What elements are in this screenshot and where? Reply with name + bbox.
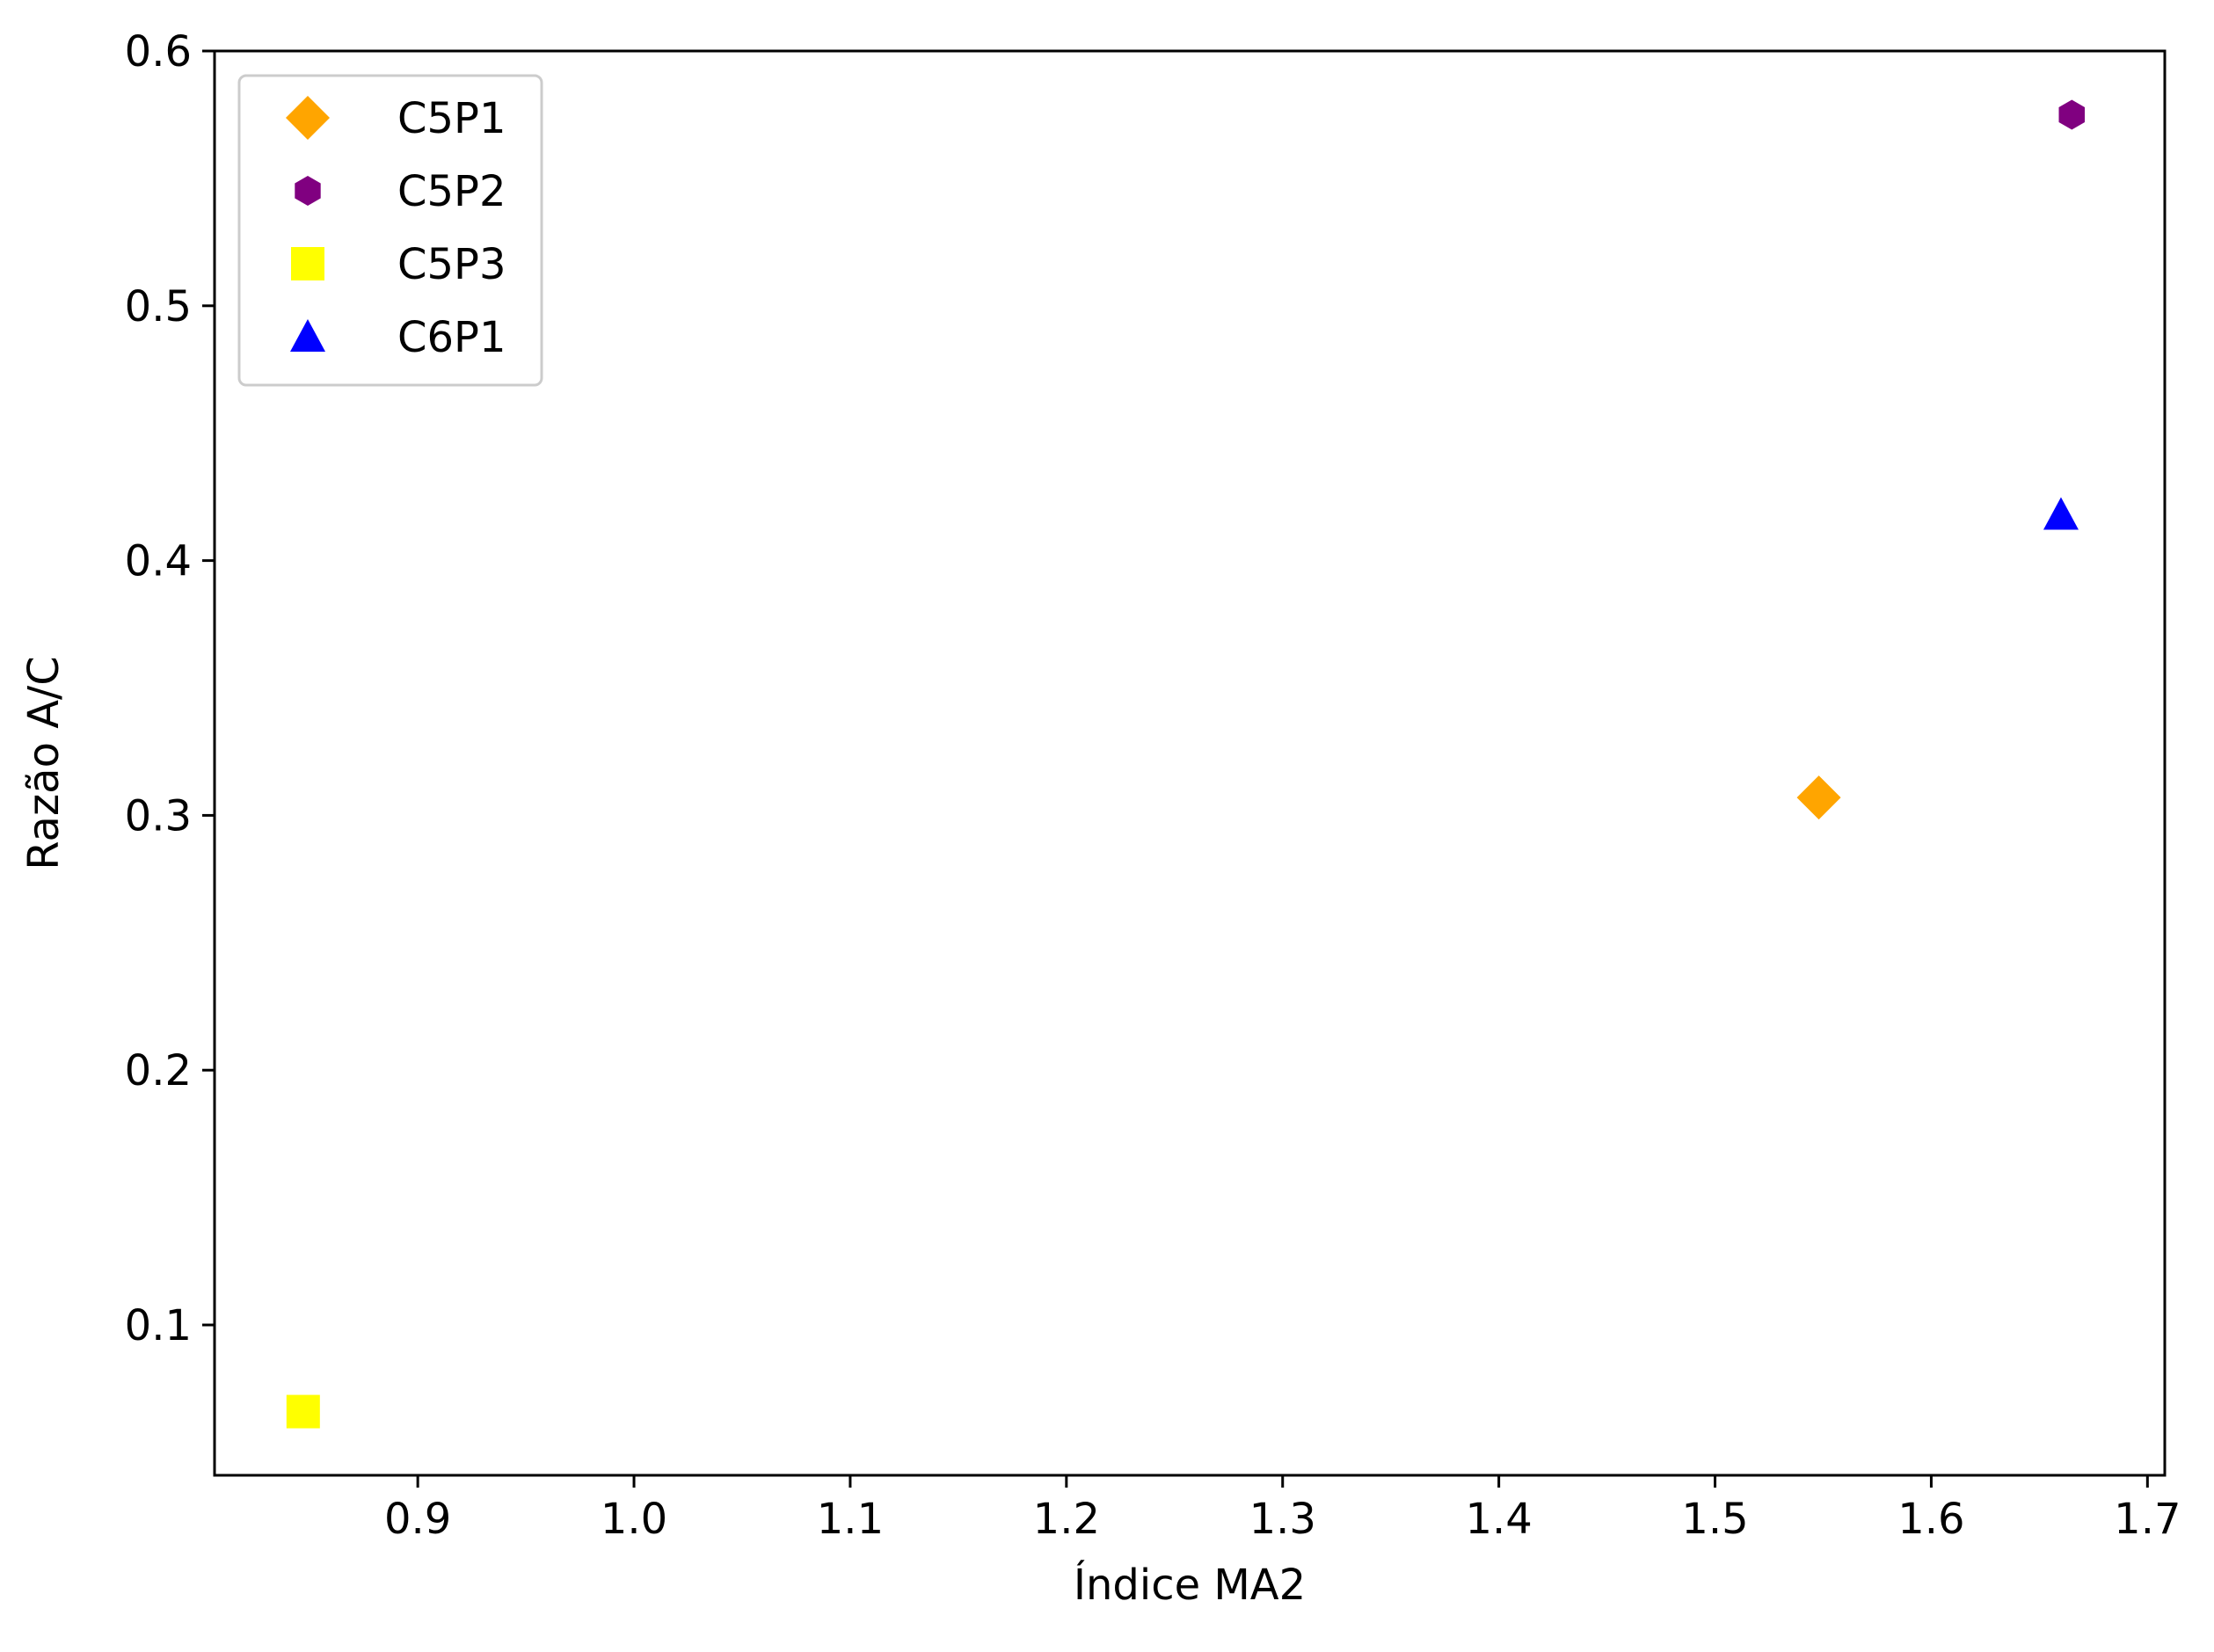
legend-marker-c5p1 xyxy=(286,96,330,140)
x-tick-label: 1.0 xyxy=(601,1495,667,1544)
x-tick-label: 1.5 xyxy=(1681,1495,1748,1544)
data-point-c5p1 xyxy=(1796,775,1841,820)
y-tick-label: 0.4 xyxy=(125,537,192,586)
y-tick-label: 0.2 xyxy=(125,1046,192,1095)
y-axis-label: Razão A/C xyxy=(19,656,69,870)
x-tick-label: 1.7 xyxy=(2114,1495,2181,1544)
legend-label: C6P1 xyxy=(397,313,506,362)
legend-entries: C5P1 C5P2 C5P3 C6P1 xyxy=(286,94,506,362)
legend-label: C5P1 xyxy=(397,94,506,143)
data-point-c6p1 xyxy=(2043,497,2079,530)
y-tick-label: 0.6 xyxy=(125,27,192,76)
legend-marker-c5p3 xyxy=(291,247,324,280)
plot-frame xyxy=(213,49,2167,1477)
data-point-c5p3 xyxy=(286,1394,320,1429)
legend-marker-c6p1 xyxy=(290,319,325,352)
legend: C5P1 C5P2 C5P3 C6P1 xyxy=(237,74,543,387)
x-tick-label: 1.3 xyxy=(1249,1495,1316,1544)
legend-label: C5P3 xyxy=(397,240,506,289)
legend-box xyxy=(237,74,543,387)
x-axis-ticks: 0.9 1.0 1.1 1.2 1.3 1.4 1.5 1.6 1.7 xyxy=(384,1475,2181,1544)
y-tick-label: 0.1 xyxy=(125,1301,192,1350)
x-tick-label: 1.2 xyxy=(1033,1495,1100,1544)
x-tick-label: 1.1 xyxy=(817,1495,884,1544)
legend-label: C5P2 xyxy=(397,167,506,216)
data-point-c5p2 xyxy=(2058,99,2085,130)
y-tick-label: 0.5 xyxy=(125,282,192,331)
data-points xyxy=(286,99,2085,1429)
x-tick-label: 1.6 xyxy=(1897,1495,1964,1544)
x-tick-label: 1.4 xyxy=(1465,1495,1532,1544)
y-axis-ticks: 0.1 0.2 0.3 0.4 0.5 0.6 xyxy=(125,27,215,1350)
y-tick-label: 0.3 xyxy=(125,791,192,841)
legend-marker-c5p2 xyxy=(295,176,321,206)
x-tick-label: 0.9 xyxy=(384,1495,451,1544)
x-axis-label: Índice MA2 xyxy=(1074,1560,1306,1610)
